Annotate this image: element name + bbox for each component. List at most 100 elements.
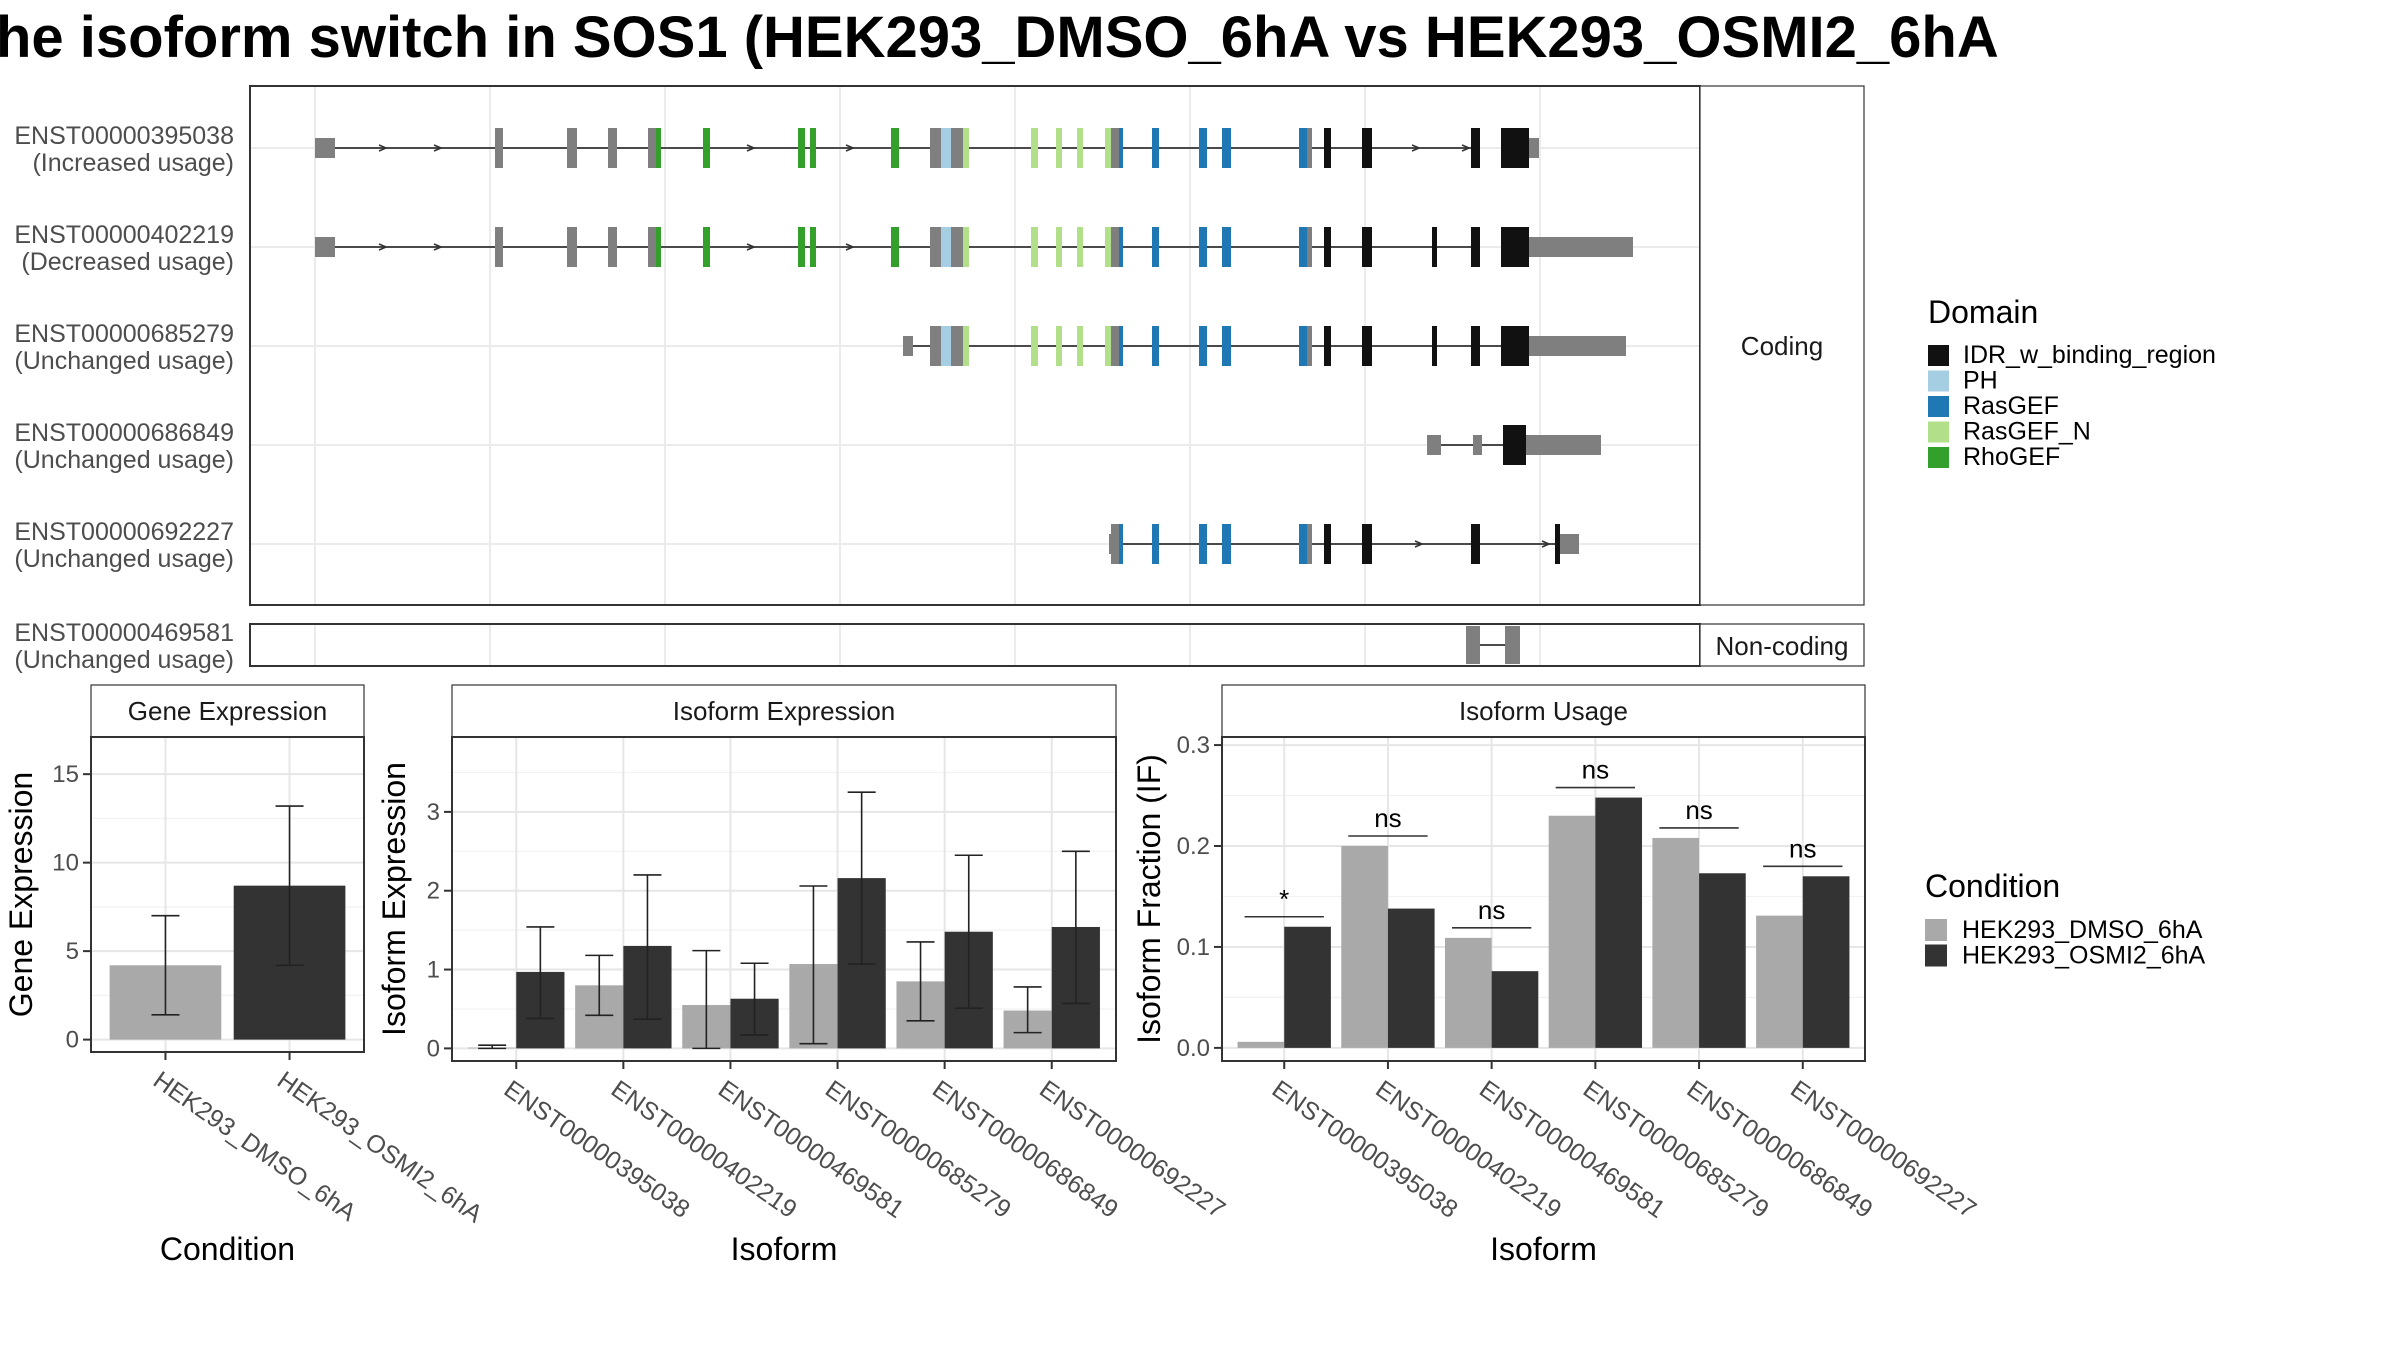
isoform-id-label: ENST00000402219 [14,221,234,249]
plot-border [1221,736,1866,1062]
exon-idr-w-binding-region [1503,425,1526,465]
strand-arrow [746,144,757,152]
y-tick-label: 0.2 [1177,833,1210,860]
x-tick-label: ENST00000469581 [713,1075,909,1224]
x-tick-label: ENST00000402219 [1370,1075,1566,1224]
x-tick-label: ENST00000686849 [1682,1075,1878,1224]
exon-rasgef [1119,524,1123,564]
exon-rasgef [1299,227,1307,267]
bar [1387,908,1435,1048]
significance-label: ns [1685,795,1712,825]
y-tick-label: 0 [66,1027,79,1054]
y-axis-title: Isoform Fraction (IF) [1131,754,1167,1044]
isoform-id-label: ENST00000685279 [14,320,234,348]
y-tick-label: 0.0 [1177,1035,1210,1062]
exon-rasgef-n [1105,227,1111,267]
bar [1802,876,1850,1048]
exon-idr-w-binding-region [1555,524,1560,564]
exon-idr-w-binding-region [1324,128,1331,168]
exon-rasgef-n [1056,128,1062,168]
exon-idr-w-binding-region [1324,524,1331,564]
exon-rasgef [1299,326,1307,366]
exon-utr [1526,435,1601,455]
exon-idr-w-binding-region [1432,227,1437,267]
exon-rasgef-n [1056,227,1062,267]
exon-rasgef-n [1077,128,1083,168]
exon-rasgef-n [963,326,969,366]
facet-label-noncoding: Non-coding [1716,631,1849,661]
x-axis-title: Isoform [1490,1231,1597,1267]
exon-utr [1307,524,1312,564]
significance-label: ns [1582,755,1609,785]
strand-arrow [1411,144,1422,152]
x-tick-label: ENST00000395038 [499,1075,695,1224]
strand-arrow [378,144,389,152]
y-tick-label: 0 [427,1035,440,1062]
exon-idr-w-binding-region [1471,227,1480,267]
exon-idr-w-binding-region [1362,326,1372,366]
exon-rhogef [798,227,805,267]
exon-ph [941,227,951,267]
panel-title: Isoform Usage [1459,696,1628,726]
y-tick-label: 2 [427,878,440,905]
panel-title: Isoform Expression [673,696,896,726]
isoform-usage-label: (Unchanged usage) [14,646,234,674]
y-tick-label: 0.3 [1177,732,1210,759]
y-axis-title: Gene Expression [3,772,39,1017]
legend-swatch [1928,447,1949,468]
significance-label: ns [1478,895,1505,925]
bar [1341,846,1388,1048]
exon-utr [315,237,320,257]
facet-label-coding: Coding [1741,331,1823,361]
exon-rasgef [1152,326,1159,366]
strand-arrow [845,243,856,251]
figure-title: he isoform switch in SOS1 (HEK293_DMSO_6… [0,5,1999,70]
isoform-id-label: ENST00000469581 [14,619,234,647]
isoform-usage-label: (Decreased usage) [21,248,234,276]
legend-swatch [1928,396,1949,417]
exon-ph [941,326,951,366]
bar [1699,873,1746,1048]
exon-utr [1307,227,1312,267]
exon-rasgef [1152,128,1159,168]
gene-expression-panel: Gene Expression051015HEK293_DMSO_6hAHEK2… [3,684,488,1267]
exon-rhogef [656,227,661,267]
exon-rasgef [1199,524,1207,564]
exon-rasgef-n [963,227,969,267]
exon-rasgef [1199,326,1207,366]
x-axis-title: Isoform [731,1231,838,1267]
isoform-usage-label: (Increased usage) [32,149,234,177]
exon-utr [903,336,913,356]
y-tick-label: 15 [52,761,79,788]
exon-utr [315,138,320,158]
exon-utr [930,128,941,168]
exon-utr [1529,336,1626,356]
exon-idr-w-binding-region [1471,524,1480,564]
exon-rasgef-n [1105,326,1111,366]
x-tick-label: ENST00000469581 [1474,1075,1670,1224]
y-tick-label: 5 [66,938,79,965]
exon-utr [1466,626,1480,664]
exon-utr [1111,326,1119,366]
isoform-id-label: ENST00000686849 [14,419,234,447]
y-tick-label: 10 [52,850,79,877]
exon-rasgef [1119,128,1123,168]
plot-border [451,736,1117,1062]
bar [1491,971,1539,1048]
significance-label: ns [1374,803,1401,833]
exon-rasgef [1119,326,1123,366]
exon-idr-w-binding-region [1362,128,1372,168]
exon-utr [567,227,577,267]
strand-arrow [433,243,444,251]
exon-utr [951,227,963,267]
x-axis-title: Condition [160,1231,295,1267]
strand-arrow [1541,540,1552,548]
exon-rasgef-n [963,128,969,168]
x-tick-label: HEK293_DMSO_6hA [148,1066,361,1227]
exon-rhogef [810,128,816,168]
exon-rasgef [1199,128,1207,168]
plot-border [90,736,365,1053]
exon-rasgef-n [1031,326,1038,366]
exon-utr [1111,524,1119,564]
exon-rhogef [891,227,899,267]
